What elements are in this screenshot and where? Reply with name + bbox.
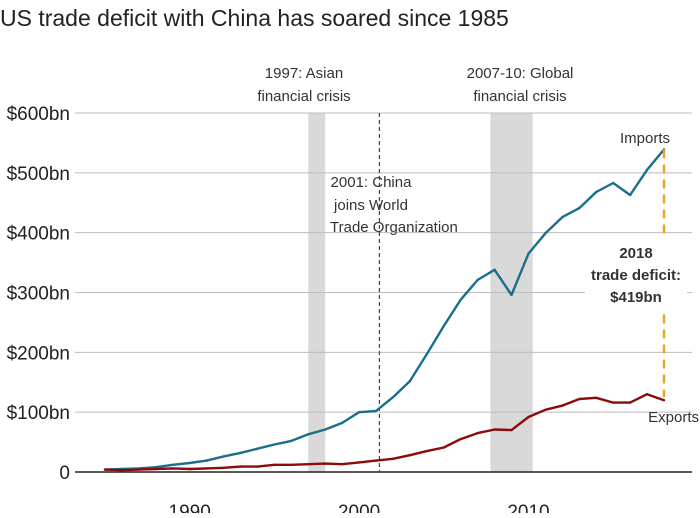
series-line-exports — [104, 393, 665, 472]
deficit-label-line-0: 2018 — [619, 245, 652, 262]
data-point-imports — [611, 181, 615, 185]
data-point-imports — [442, 324, 445, 328]
data-point-exports — [357, 461, 361, 464]
shaded-period-1-label-line-0: 2007-10: Global — [467, 65, 574, 82]
data-point-imports — [645, 168, 649, 172]
data-point-imports — [290, 439, 293, 443]
y-tick-label: 0 — [59, 463, 70, 484]
event-annotation: 2001: China joins World Trade Organization — [330, 113, 458, 472]
data-point-exports — [425, 449, 429, 453]
y-tick-label: $400bn — [7, 224, 70, 245]
data-point-imports — [256, 447, 259, 450]
x-tick-label: 1990 — [169, 502, 211, 513]
data-point-exports — [205, 467, 208, 470]
series-lines — [103, 148, 666, 472]
data-point-exports — [171, 467, 174, 470]
data-point-exports — [307, 463, 310, 466]
data-point-imports — [595, 190, 598, 194]
data-point-exports — [510, 428, 513, 432]
y-tick-label: $500bn — [7, 164, 70, 185]
data-point-exports — [188, 467, 191, 471]
data-point-imports — [493, 268, 496, 271]
data-point-imports — [527, 252, 530, 255]
data-point-imports — [205, 459, 208, 462]
wto-label-line-0: 2001: China — [331, 174, 413, 191]
chart-title: US trade deficit with China has soared s… — [0, 5, 509, 31]
data-point-imports — [578, 206, 581, 210]
data-point-imports — [307, 433, 310, 436]
data-point-imports — [425, 352, 429, 356]
data-point-exports — [324, 462, 327, 465]
data-point-imports — [171, 463, 174, 467]
data-point-exports — [239, 465, 242, 468]
shaded-period-0-label-line-0: 1997: Asian — [265, 65, 343, 82]
data-point-imports — [273, 443, 276, 446]
data-point-exports — [374, 459, 378, 462]
data-point-exports — [290, 463, 293, 467]
data-point-exports — [442, 446, 445, 449]
axis-labels: 0 $100bn $200bn $300bn $400bn $500bn $600bn 199… — [7, 104, 550, 518]
data-point-exports — [645, 393, 649, 396]
data-point-imports — [408, 379, 412, 383]
shaded-period-0-label-line-1: financial crisis — [257, 88, 350, 105]
data-point-exports — [527, 415, 530, 419]
data-point-imports — [459, 298, 462, 301]
data-point-exports — [103, 468, 107, 471]
data-point-imports — [357, 410, 361, 414]
data-point-exports — [137, 468, 141, 471]
y-tick-label: $200bn — [7, 343, 70, 364]
data-point-exports — [408, 454, 412, 457]
data-point-exports — [273, 463, 276, 467]
data-point-exports — [662, 399, 666, 402]
data-point-imports — [544, 232, 547, 235]
wto-label-line-1: joins World — [333, 197, 408, 214]
series-line-imports — [104, 148, 665, 471]
deficit-label-bg — [585, 238, 687, 310]
exports-series-label: Exports — [648, 409, 699, 426]
data-point-imports — [188, 461, 191, 465]
data-point-exports — [561, 404, 564, 407]
y-tick-label: $300bn — [7, 284, 70, 305]
data-point-exports — [611, 401, 615, 404]
annotations: 2018 trade deficit: $419bn Imports Exports — [585, 130, 699, 426]
data-point-imports — [222, 455, 225, 458]
data-point-exports — [476, 431, 479, 435]
y-tick-label: $100bn — [7, 403, 70, 424]
data-point-exports — [391, 457, 395, 461]
data-point-exports — [578, 397, 581, 401]
y-tick-label: $600bn — [7, 104, 70, 125]
data-point-imports — [239, 451, 242, 455]
data-point-imports — [340, 421, 344, 425]
wto-label-line-2: Trade Organization — [330, 219, 458, 236]
data-point-exports — [256, 465, 259, 468]
data-point-exports — [544, 408, 547, 411]
data-point-exports — [628, 401, 632, 404]
data-point-imports — [510, 293, 513, 297]
deficit-label-line-1: trade deficit: — [591, 267, 681, 284]
data-point-imports — [561, 215, 564, 219]
data-point-imports — [476, 278, 479, 282]
data-point-exports — [459, 437, 462, 441]
deficit-label-line-2: $419bn — [610, 289, 662, 306]
shaded-periods: 1997: Asian financial crisis 2007-10: Glob… — [257, 65, 573, 472]
data-point-imports — [391, 396, 395, 399]
data-point-exports — [595, 396, 598, 400]
data-point-imports — [628, 193, 632, 197]
data-point-imports — [324, 428, 327, 431]
data-point-exports — [493, 428, 496, 431]
data-point-imports — [374, 409, 378, 413]
imports-series-label: Imports — [620, 130, 670, 147]
shaded-period-1-label-line-1: financial crisis — [473, 88, 566, 105]
data-point-exports — [222, 466, 225, 470]
x-tick-label: 2000 — [338, 502, 380, 513]
data-point-exports — [154, 467, 158, 471]
data-point-exports — [120, 469, 124, 472]
data-point-exports — [340, 463, 344, 466]
x-tick-label: 2010 — [507, 502, 549, 513]
